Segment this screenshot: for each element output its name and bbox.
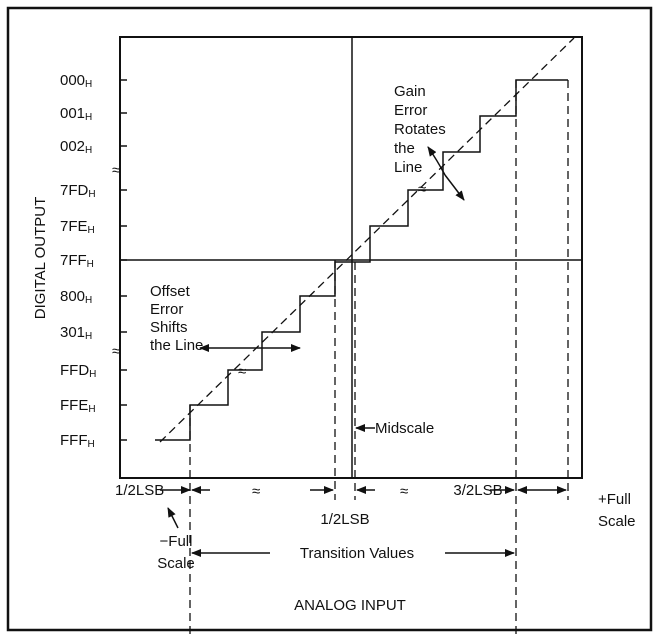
plot-frame — [119, 36, 583, 479]
minus-full-line: −Full — [160, 533, 193, 550]
y-label: 301H — [60, 324, 92, 342]
midscale-label: Midscale — [375, 420, 434, 437]
y-label: 002H — [60, 138, 92, 156]
y-label-sub: H — [85, 331, 92, 342]
svg-text:≈: ≈ — [418, 181, 426, 198]
offset-line: the Line — [150, 337, 203, 354]
y-label-code: 301 — [60, 324, 85, 341]
y-label: FFDH — [60, 362, 96, 380]
offset-line: Offset — [150, 283, 191, 300]
y-label: FFEH — [60, 397, 96, 415]
y-label-sub: H — [88, 439, 95, 450]
y-label-sub: H — [87, 259, 94, 270]
transition-label: Transition Values — [300, 545, 414, 562]
y-label: 800H — [60, 288, 92, 306]
half-lsb-left: 1/2LSB — [115, 482, 164, 499]
y-label: 000H — [60, 72, 92, 90]
y-label: 7FFH — [60, 252, 94, 270]
gain-line: the — [394, 140, 415, 157]
y-label: 7FDH — [60, 182, 96, 200]
break-marks: ≈ ≈ ≈ ≈ ≈ ≈ — [112, 162, 426, 500]
gain-arrow-down — [444, 174, 465, 201]
y-label-sub: H — [88, 225, 95, 236]
svg-text:≈: ≈ — [112, 162, 120, 179]
gain-arrow-up — [427, 146, 446, 176]
y-label-sub: H — [85, 145, 92, 156]
svg-text:≈: ≈ — [400, 483, 408, 500]
three-half-lsb: 3/2LSB — [453, 482, 502, 499]
y-label-code: 7FF — [60, 252, 87, 269]
gain-line: Gain — [394, 83, 426, 100]
svg-text:≈: ≈ — [112, 343, 120, 360]
staircase — [155, 79, 568, 441]
y-label-sub: H — [85, 79, 92, 90]
y-label-code: 002 — [60, 138, 85, 155]
y-label-code: 000 — [60, 72, 85, 89]
gain-line: Line — [394, 159, 422, 176]
offset-line: Error — [150, 301, 183, 318]
y-label-code: 7FE — [60, 218, 88, 235]
transition-guides — [189, 80, 569, 643]
svg-text:≈: ≈ — [252, 483, 260, 500]
y-label: 001H — [60, 105, 92, 123]
gain-line: Rotates — [394, 121, 446, 138]
x-axis-title: ANALOG INPUT — [294, 597, 406, 614]
y-label-code: FFD — [60, 362, 89, 379]
plus-full-line: +Full — [598, 491, 631, 508]
y-label-sub: H — [88, 404, 95, 415]
half-lsb-mid: 1/2LSB — [320, 511, 369, 528]
y-label-sub: H — [85, 112, 92, 123]
ideal-line — [159, 37, 575, 443]
y-label-code: 800 — [60, 288, 85, 305]
gain-line: Error — [394, 102, 427, 119]
y-label-sub: H — [85, 295, 92, 306]
minus-full-line: Scale — [157, 555, 195, 572]
y-label-sub: H — [89, 369, 96, 380]
svg-text:≈: ≈ — [238, 363, 246, 380]
y-label-code: FFE — [60, 397, 88, 414]
y-label-code: FFF — [60, 432, 88, 449]
plus-full-line: Scale — [598, 513, 636, 530]
y-axis-title: DIGITAL OUTPUT — [32, 197, 49, 320]
y-label-sub: H — [88, 189, 95, 200]
y-label-code: 001 — [60, 105, 85, 122]
outer-frame — [6, 6, 653, 632]
y-label: FFFH — [60, 432, 95, 450]
y-label-code: 7FD — [60, 182, 89, 199]
offset-line: Shifts — [150, 319, 188, 336]
y-label: 7FEH — [60, 218, 95, 236]
minus-full-arrow — [167, 507, 179, 529]
